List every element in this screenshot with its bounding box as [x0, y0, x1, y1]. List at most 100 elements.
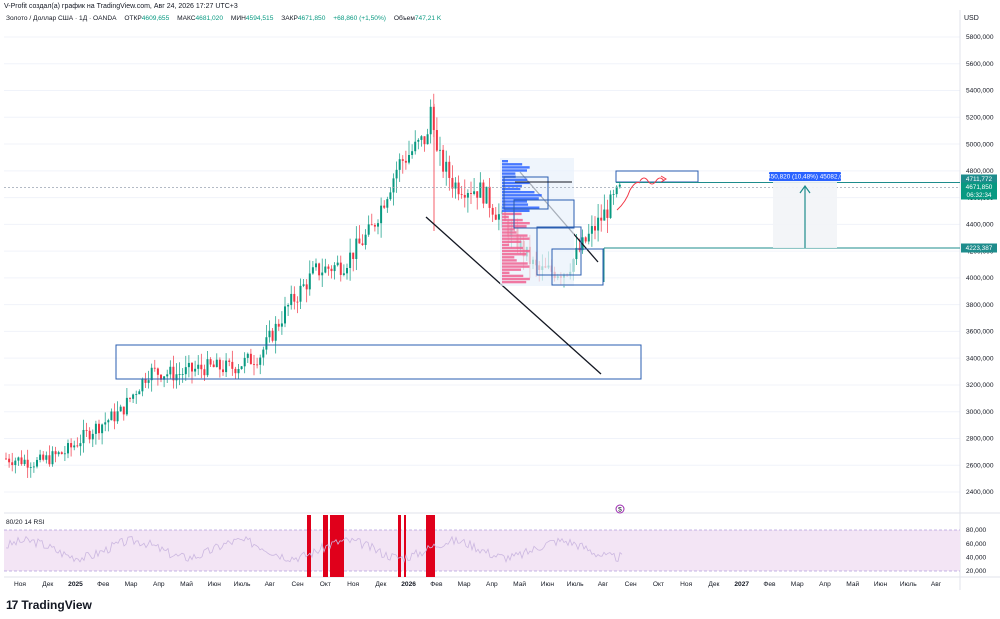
candle-body [414, 141, 417, 152]
candle-body [85, 429, 88, 431]
candle-body [612, 194, 615, 195]
time-tick-label: Июн [208, 581, 222, 588]
candle-body [377, 223, 379, 227]
time-tick-label: Сен [625, 581, 637, 588]
candle-body [20, 457, 23, 465]
candle-body [169, 366, 172, 375]
candle-body [45, 455, 48, 460]
time-tick-label: Фев [430, 581, 443, 588]
close-label: ЗАКР [281, 15, 298, 22]
volume-profile-bar [502, 191, 535, 194]
volume-profile-bar [502, 265, 530, 268]
time-tick-label: Окт [653, 581, 664, 588]
symbol-legend[interactable]: Золото / Доллар США · 1Д · OANDA ОТКР460… [6, 15, 441, 22]
candle-body [163, 376, 166, 380]
volume-profile-bar [502, 169, 527, 172]
candle-body [253, 364, 255, 365]
candle-body [346, 267, 348, 274]
price-tick-label: 3000,000 [966, 409, 994, 416]
candle-body [39, 454, 42, 460]
measure-label: 450,820 (10,48%) 45082,0 [767, 174, 843, 181]
price-tag-label: 4223,387 [966, 245, 993, 252]
candle-body [401, 159, 404, 161]
volume-profile-bar [502, 259, 517, 262]
symbol-name[interactable]: Золото / Доллар США · 1Д · OANDA [6, 15, 117, 22]
open-value: 4609,655 [141, 15, 170, 22]
rsi-tick-label: 20,000 [966, 568, 987, 575]
candle-body [271, 330, 274, 341]
candle-body [231, 361, 234, 369]
candle-body [215, 359, 218, 368]
volume-profile-bar [502, 197, 539, 200]
time-tick-label: Авг [265, 581, 276, 588]
volume-profile-bar [502, 237, 530, 240]
candle-body [603, 209, 606, 221]
candle-body [5, 458, 7, 460]
candle-body [302, 284, 305, 286]
candle-body [187, 362, 190, 368]
candle-body [284, 306, 286, 324]
candle-body [218, 359, 221, 370]
price-tick-label: 5000,000 [966, 141, 994, 148]
candle-body [482, 182, 485, 204]
time-tick-label: 2026 [401, 581, 416, 588]
volume-profile-bar [502, 187, 521, 191]
tradingview-brand[interactable]: 17 TradingView [6, 598, 92, 612]
candle-body [63, 453, 66, 455]
volume-profile-bar [502, 212, 522, 216]
volume-profile-bar [502, 206, 540, 209]
price-tag-label: 4671,850 [966, 184, 993, 191]
event-marker-icon [615, 504, 625, 514]
currency-label[interactable]: USD [964, 15, 979, 22]
time-tick-label: Июль [234, 581, 251, 588]
candle-body [336, 262, 339, 266]
projection-wave [639, 177, 665, 185]
candle-body [370, 224, 373, 226]
candle-body [473, 191, 476, 194]
candle-body [491, 207, 494, 215]
volume-profile-bar [502, 200, 528, 203]
candle-body [327, 266, 330, 269]
high-label: МАКС [177, 15, 196, 22]
time-tick-label: 2025 [68, 581, 83, 588]
candle-body [293, 293, 296, 302]
candle-body [209, 359, 212, 365]
volume-profile-bar [502, 228, 515, 231]
time-tick-label: Апр [153, 581, 165, 588]
time-tick-label: Июн [541, 581, 555, 588]
volume-profile-bar [502, 209, 530, 212]
demand-zone-box [115, 344, 642, 380]
candle-body [150, 367, 153, 381]
candle-body [389, 192, 392, 200]
rsi-legend[interactable]: 80/20 14 RSI [6, 519, 45, 526]
candle-body [404, 160, 407, 163]
candle-body [594, 226, 596, 231]
candle-body [129, 397, 131, 399]
candle-body [194, 368, 197, 372]
time-tick-label: Ноя [680, 581, 692, 588]
candle-body [296, 301, 299, 303]
rsi-tick-label: 40,000 [966, 555, 987, 562]
time-tick-label: Июль [900, 581, 917, 588]
candle-body [166, 374, 169, 377]
rsi-overbought-bar [398, 515, 401, 577]
candle-body [125, 397, 128, 415]
price-tick-label: 2800,000 [966, 436, 994, 443]
candle-body [330, 268, 333, 272]
volume-profile-bar [502, 280, 527, 284]
candle-body [200, 364, 203, 370]
candle-body [606, 209, 609, 218]
candle-body [435, 130, 438, 151]
candle-body [181, 374, 184, 375]
candle-body [364, 234, 367, 245]
projection-arrow [616, 181, 641, 211]
candle-body [42, 454, 45, 460]
volume-profile-bar [502, 253, 527, 256]
price-tag [961, 243, 997, 253]
time-tick-label: Дек [708, 581, 719, 588]
price-tag-label: 06:32:34 [967, 192, 992, 199]
candle-body [67, 443, 69, 454]
candle-body [287, 305, 290, 307]
time-tick-label: Мар [791, 581, 804, 588]
